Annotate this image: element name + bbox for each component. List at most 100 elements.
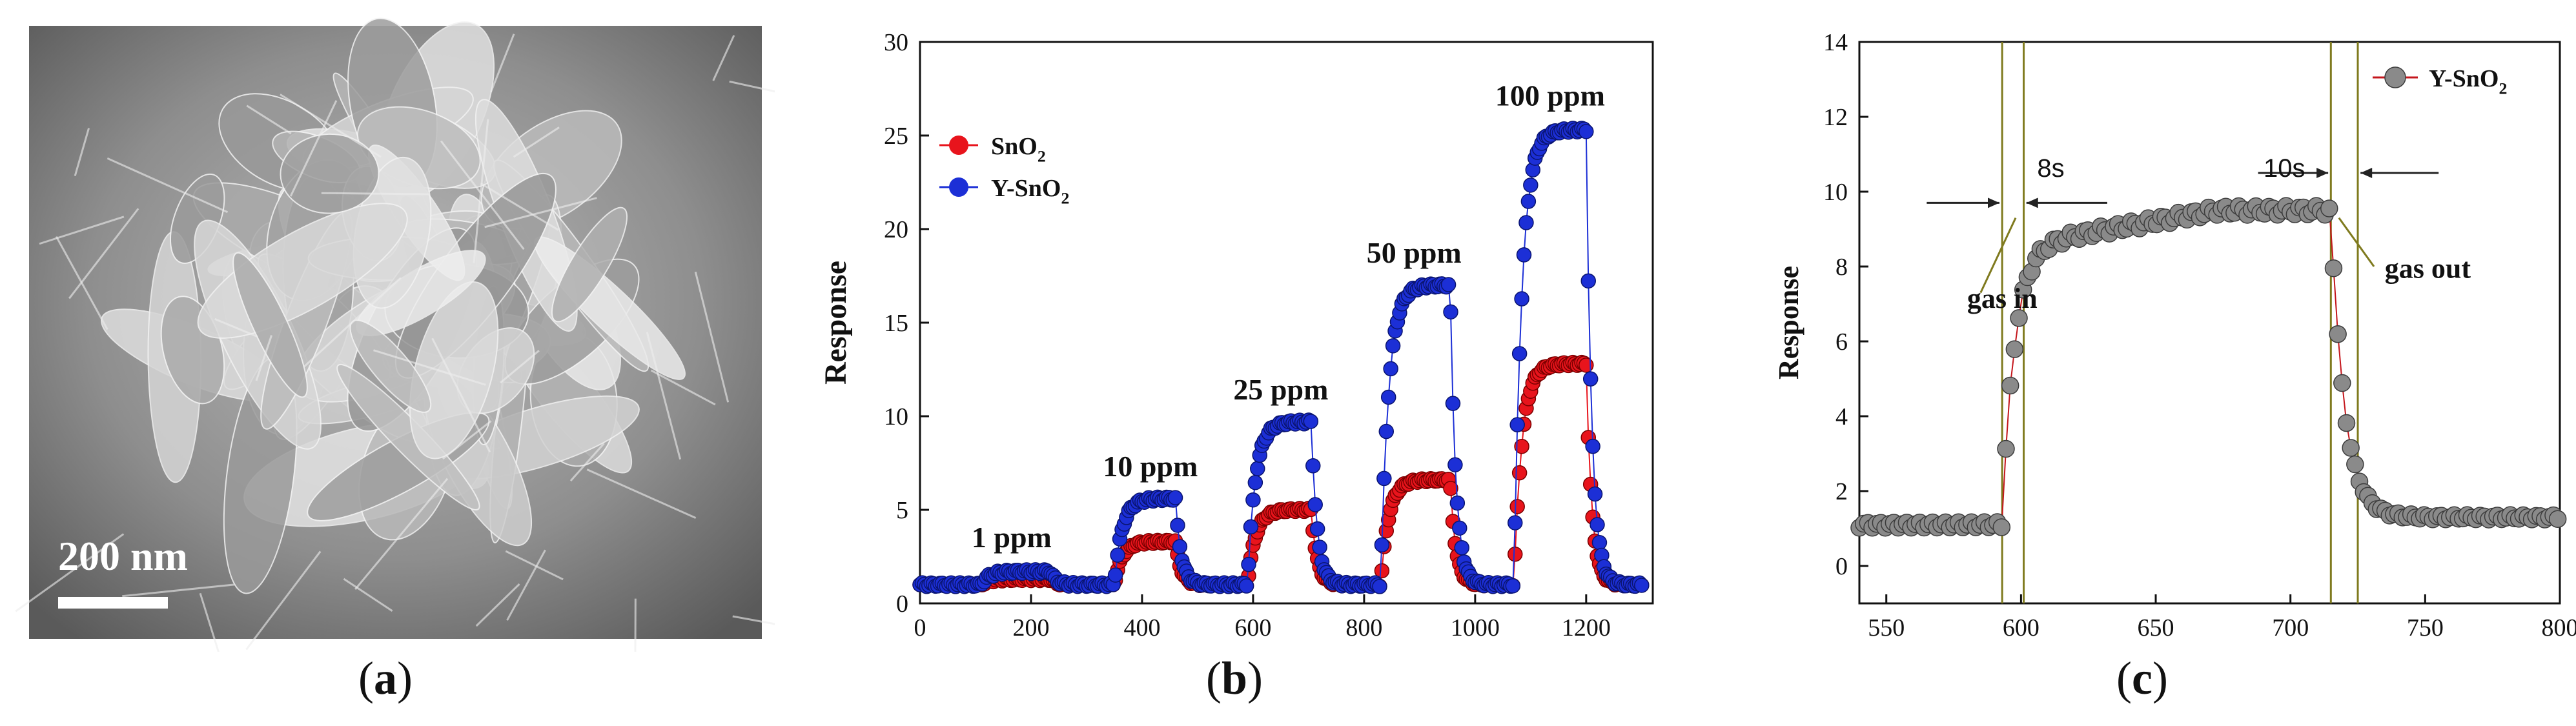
annotation: gas in <box>1967 283 2038 314</box>
caption-close: ) <box>1247 652 1263 704</box>
data-point-ysno2 <box>1172 539 1188 554</box>
plot-frame <box>919 41 1654 605</box>
pointer-line <box>1979 217 2017 294</box>
data-point-ysno2 <box>1445 396 1461 411</box>
caption-a: (a) <box>358 652 413 705</box>
legend-marker-ysno2 <box>949 177 968 197</box>
x-tick-label: 800 <box>1345 614 1382 641</box>
pointer-line <box>2338 217 2375 267</box>
data-point-ysno2 <box>2001 376 2019 395</box>
data-point-ysno2 <box>1992 518 2011 536</box>
nanosheet-edge <box>500 350 540 384</box>
scale-bar-label: 200 nm <box>58 533 188 579</box>
caption-c: (c) <box>2116 652 2168 705</box>
caption-letter: a <box>373 652 397 704</box>
y-tick-label: 10 <box>884 403 908 430</box>
nanosheet-edge <box>255 335 273 381</box>
annotation: 10s <box>2264 154 2305 183</box>
data-point-ysno2 <box>1372 579 1387 594</box>
nanosheet-petal <box>409 281 499 459</box>
nanosheet-edge <box>646 332 682 460</box>
data-point-ysno2 <box>2005 340 2024 358</box>
data-point-ysno2 <box>1591 534 1608 550</box>
x-tick-label: 400 <box>1123 614 1160 641</box>
data-point-ysno2 <box>1508 515 1523 530</box>
data-point-ysno2 <box>1997 439 2015 458</box>
nanosheet-edge <box>74 128 90 177</box>
x-tick-label: 800 <box>2542 614 2576 641</box>
nanosheet-edge <box>107 157 229 214</box>
data-point-ysno2 <box>1247 474 1263 490</box>
data-point-ysno2 <box>1378 423 1395 439</box>
y-tick-label: 10 <box>1823 179 1848 206</box>
series-ysno2 <box>1850 197 2567 537</box>
panel-b: 0 200 400 600 800 1000 1200 0 5 10 15 20 25 30 Respons… <box>775 0 1750 726</box>
data-point-ysno2 <box>1303 414 1319 429</box>
nanosheet-edge <box>122 583 235 598</box>
pulse-label: 1 ppm <box>972 521 1052 554</box>
data-point-ysno2 <box>1374 537 1390 553</box>
interval-arrow-head <box>2316 168 2329 178</box>
data-point-ysno2 <box>1520 194 1537 209</box>
legend-marker <box>2384 66 2406 88</box>
nanosheet-edge <box>39 216 125 245</box>
nanosheet-edge <box>431 338 491 453</box>
data-point-ysno2 <box>1376 470 1392 487</box>
pulse-label: 50 ppm <box>1367 236 1462 269</box>
data-point-sno2 <box>1514 438 1529 454</box>
nanosheet-edge <box>505 550 564 581</box>
nanosheet-edge <box>303 277 402 368</box>
y-tick-label: 12 <box>1823 104 1848 131</box>
nanosheet-flower <box>15 17 775 652</box>
interval-arrow-head <box>2360 168 2373 178</box>
y-tick-label: 5 <box>896 497 908 524</box>
data-point-ysno2 <box>1243 519 1259 535</box>
data-point-ysno2 <box>2329 325 2347 343</box>
pulse-label: 25 ppm <box>1233 373 1328 406</box>
nanosheet-edge <box>475 583 520 627</box>
x-tick-label: 200 <box>1012 614 1049 641</box>
panel-a: 200 nm (a) <box>0 0 775 726</box>
data-point-ysno2 <box>1523 177 1538 193</box>
nanosheet-edge <box>634 598 637 652</box>
data-point-ysno2 <box>1385 338 1401 354</box>
nanosheet-petal <box>551 207 628 323</box>
y-tick-label: 0 <box>1835 553 1848 580</box>
x-tick-label: 1200 <box>1562 614 1611 641</box>
data-point-ysno2 <box>1305 458 1321 474</box>
y-axis-label: Response <box>819 261 853 385</box>
data-point-ysno2 <box>1309 521 1325 537</box>
data-point-ysno2 <box>2548 510 2567 528</box>
chart-b: 0 200 400 600 800 1000 1200 0 5 10 15 20 25 30 Respons… <box>819 29 1654 641</box>
data-point-ysno2 <box>2333 374 2351 392</box>
data-point-ysno2 <box>2320 199 2338 217</box>
y-tick-label: 15 <box>884 310 908 337</box>
caption-letter: c <box>2131 652 2152 704</box>
caption-open: ( <box>2116 652 2132 704</box>
caption-b: (b) <box>1206 652 1263 705</box>
x-tick-label: 750 <box>2407 614 2444 641</box>
legend-marker-sno2 <box>949 136 968 155</box>
legend-label: Y-SnO2 <box>2429 65 2507 97</box>
nanosheet-edge <box>490 34 515 93</box>
caption-letter: b <box>1221 652 1248 704</box>
data-point-ysno2 <box>1245 492 1261 508</box>
data-point-ysno2 <box>1580 273 1597 289</box>
annotation: gas out <box>2385 252 2471 284</box>
data-point-ysno2 <box>1383 361 1398 377</box>
nanosheet-edge <box>506 549 546 621</box>
pulse-label: 10 ppm <box>1103 450 1198 483</box>
pulse-label: 100 ppm <box>1495 79 1605 112</box>
nanosheet-edge <box>373 349 486 386</box>
data-point-ysno2 <box>2324 259 2343 277</box>
data-point-ysno2 <box>1241 556 1256 572</box>
series-ysno2 <box>912 120 1650 594</box>
legend-label-ysno2-sub: 2 <box>1061 188 1069 207</box>
nanosheet-edge <box>729 80 775 93</box>
data-point-ysno2 <box>1312 539 1327 555</box>
nanosheet-edge <box>321 192 429 196</box>
scale-bar <box>58 597 168 609</box>
legend-label-sub: 2 <box>2499 79 2507 97</box>
nanosheet-petal <box>232 252 308 398</box>
